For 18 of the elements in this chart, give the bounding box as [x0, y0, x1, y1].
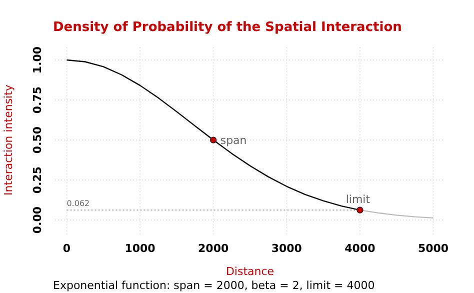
x-tick-label: 3000 — [271, 242, 302, 256]
x-axis-title: Distance — [226, 265, 274, 278]
y-tick-label: 0.50 — [31, 126, 44, 154]
x-tick-label: 4000 — [344, 242, 376, 256]
y-tick-label: 1.00 — [31, 46, 44, 74]
chart-title: Density of Probability of the Spatial Interaction — [53, 20, 402, 35]
x-tick-label: 0 — [62, 242, 71, 256]
annotation: 0.062 — [66, 199, 90, 208]
annotation: limit — [346, 193, 371, 206]
y-tick-label: 0.75 — [31, 86, 44, 114]
y-tick-label: 0.25 — [31, 166, 44, 194]
x-tick-label: 2000 — [198, 242, 229, 256]
x-tick-label: 1000 — [124, 242, 156, 256]
x-tick-label: 5000 — [418, 242, 449, 256]
text: Exponential function: span = 2000, beta = 2, limit = 4000 — [53, 279, 375, 292]
y-tick-label: 0.00 — [31, 206, 44, 234]
annotation: span — [220, 134, 247, 147]
y-axis-title: Interaction intensity — [2, 84, 15, 196]
